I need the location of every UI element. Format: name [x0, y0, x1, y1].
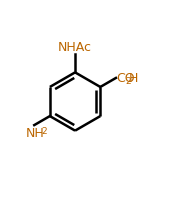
Text: CO: CO — [117, 72, 135, 85]
Text: 2: 2 — [42, 126, 47, 135]
Text: NH: NH — [26, 127, 44, 140]
Text: 2: 2 — [125, 77, 131, 85]
Text: H: H — [129, 72, 138, 85]
Text: NHAc: NHAc — [58, 41, 92, 54]
